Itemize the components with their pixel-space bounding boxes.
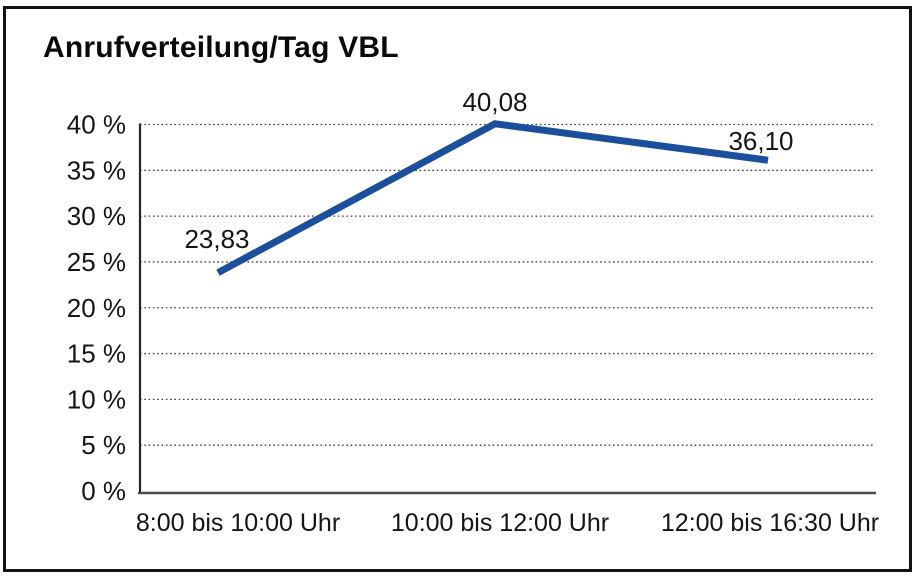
y-axis-tick-label: 0 % bbox=[81, 476, 126, 506]
data-point-label: 36,10 bbox=[728, 126, 793, 156]
y-axis-tick-label: 25 % bbox=[67, 247, 126, 277]
data-point-label: 23,83 bbox=[184, 224, 249, 254]
x-axis-tick-label: 8:00 bis 10:00 Uhr bbox=[136, 509, 340, 537]
y-axis-tick-label: 20 % bbox=[67, 293, 126, 323]
y-axis-tick-label: 40 % bbox=[67, 110, 126, 140]
x-axis-tick-label: 10:00 bis 12:00 Uhr bbox=[391, 509, 609, 537]
x-axis-tick-label: 12:00 bis 16:30 Uhr bbox=[661, 509, 879, 537]
y-axis-tick-label: 35 % bbox=[67, 155, 126, 185]
y-axis-tick-label: 15 % bbox=[67, 339, 126, 369]
data-line bbox=[216, 120, 769, 276]
y-axis-tick-label: 30 % bbox=[67, 201, 126, 231]
y-axis-tick-label: 10 % bbox=[67, 384, 126, 414]
chart-title: Anrufverteilung/Tag VBL bbox=[43, 31, 399, 64]
data-point-label: 40,08 bbox=[462, 87, 527, 117]
y-axis-tick-label: 5 % bbox=[81, 430, 126, 460]
